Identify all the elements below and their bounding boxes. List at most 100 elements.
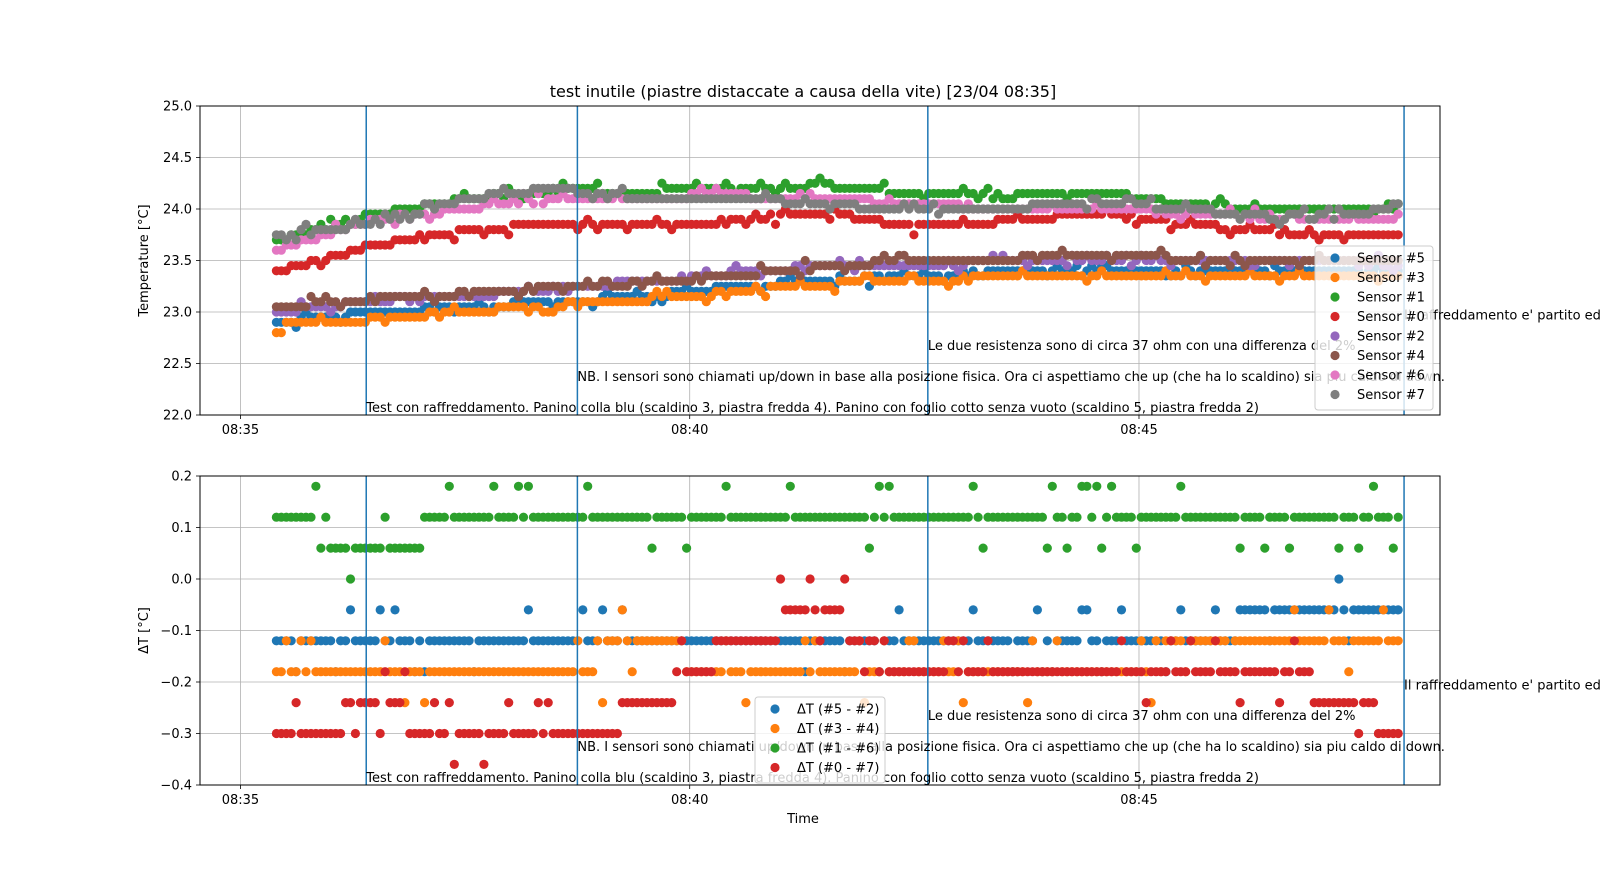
data-point xyxy=(1284,667,1295,677)
data-point xyxy=(415,636,425,646)
data-point xyxy=(909,636,919,646)
data-point xyxy=(598,605,608,615)
data-point xyxy=(766,209,776,219)
data-point xyxy=(1057,512,1067,522)
data-point xyxy=(1116,605,1127,615)
data-point xyxy=(291,698,301,708)
data-point xyxy=(321,512,331,522)
data-point xyxy=(415,667,425,677)
data-point xyxy=(1393,230,1403,240)
annotation-text: Le due resistenza sono di circa 37 ohm c… xyxy=(928,339,1356,354)
data-point xyxy=(1023,698,1033,708)
data-point xyxy=(593,178,603,188)
data-point xyxy=(830,286,840,296)
data-point xyxy=(420,698,430,708)
data-point xyxy=(370,698,380,708)
legend-marker xyxy=(1330,311,1340,322)
data-point xyxy=(375,728,385,739)
data-point xyxy=(518,512,529,522)
data-point xyxy=(513,481,524,491)
data-point xyxy=(326,636,336,646)
data-point xyxy=(1260,605,1270,615)
data-point xyxy=(978,667,988,677)
data-point xyxy=(1116,636,1127,646)
data-point xyxy=(444,481,454,491)
legend-label: Sensor #4 xyxy=(1357,349,1425,364)
data-point xyxy=(706,667,716,677)
data-point xyxy=(1349,698,1359,708)
data-point xyxy=(504,230,514,240)
data-point xyxy=(1126,512,1136,522)
x-tick-label: 08:45 xyxy=(1120,793,1157,808)
data-point xyxy=(682,543,692,553)
data-point xyxy=(770,636,781,646)
annotation-text: Test con raffreddamento. Panino colla bl… xyxy=(365,401,1259,416)
data-point xyxy=(785,481,795,491)
data-point xyxy=(751,271,761,281)
data-point xyxy=(1393,209,1403,219)
data-point xyxy=(1210,636,1220,646)
legend-marker xyxy=(1330,292,1340,302)
data-point xyxy=(439,728,449,739)
data-point xyxy=(390,605,400,615)
data-point xyxy=(879,178,889,188)
data-point xyxy=(622,636,632,646)
data-point xyxy=(815,636,825,646)
legend-label: Sensor #6 xyxy=(1357,369,1425,384)
data-point xyxy=(464,636,474,646)
data-point xyxy=(1092,636,1102,646)
data-point xyxy=(296,636,306,646)
y-tick-label: 23.0 xyxy=(163,306,192,321)
data-point xyxy=(1131,543,1141,553)
data-point xyxy=(474,728,484,739)
data-point xyxy=(518,636,529,646)
data-point xyxy=(425,728,435,739)
annotation-text: NB. I sensori sono chiamati up/down in b… xyxy=(577,370,1445,385)
data-point xyxy=(1032,605,1042,615)
legend-label: Sensor #7 xyxy=(1357,388,1425,403)
data-point xyxy=(345,605,356,615)
data-point xyxy=(879,512,889,522)
data-point xyxy=(449,235,459,245)
y-tick-label: 22.0 xyxy=(163,409,192,424)
data-point xyxy=(538,728,548,739)
data-point xyxy=(1289,636,1299,646)
data-point xyxy=(879,636,889,646)
data-point xyxy=(1373,636,1383,646)
x-axis-label: Time xyxy=(786,812,819,827)
axes-frame xyxy=(199,475,1441,786)
series-7 xyxy=(271,183,1403,255)
data-point xyxy=(375,605,385,615)
data-point xyxy=(380,667,390,677)
data-point xyxy=(311,481,321,491)
data-point xyxy=(415,209,425,219)
data-point xyxy=(1339,636,1349,646)
data-point xyxy=(889,636,899,646)
data-point xyxy=(869,636,880,646)
data-point xyxy=(612,728,623,739)
data-point xyxy=(1210,605,1220,615)
data-point xyxy=(1220,636,1230,646)
data-point xyxy=(415,543,425,553)
data-point xyxy=(1052,636,1062,646)
data-point xyxy=(617,605,627,615)
data-point xyxy=(479,759,489,770)
annotation-text: Il raffreddamento e' partito ed e xyxy=(1404,678,1600,693)
series-1 xyxy=(271,574,1403,677)
delta-t-axes: −0.4 −0.3 −0.2 −0.1 0.0 0.1 0.2 08:35 08:40 08:45… xyxy=(137,470,1600,809)
data-point xyxy=(1324,204,1334,214)
data-point xyxy=(1141,698,1151,708)
data-point xyxy=(973,512,983,522)
data-point xyxy=(968,481,978,491)
y-axis-label: Temperature [°C] xyxy=(137,204,152,317)
y-tick-label: −0.2 xyxy=(160,676,192,691)
data-point xyxy=(291,235,301,245)
data-point xyxy=(1003,636,1013,646)
data-point xyxy=(840,574,850,584)
data-point xyxy=(306,636,316,646)
axes-frame xyxy=(199,105,1441,416)
data-point xyxy=(1072,512,1082,522)
data-point xyxy=(1111,667,1122,677)
legend-box xyxy=(754,696,886,784)
